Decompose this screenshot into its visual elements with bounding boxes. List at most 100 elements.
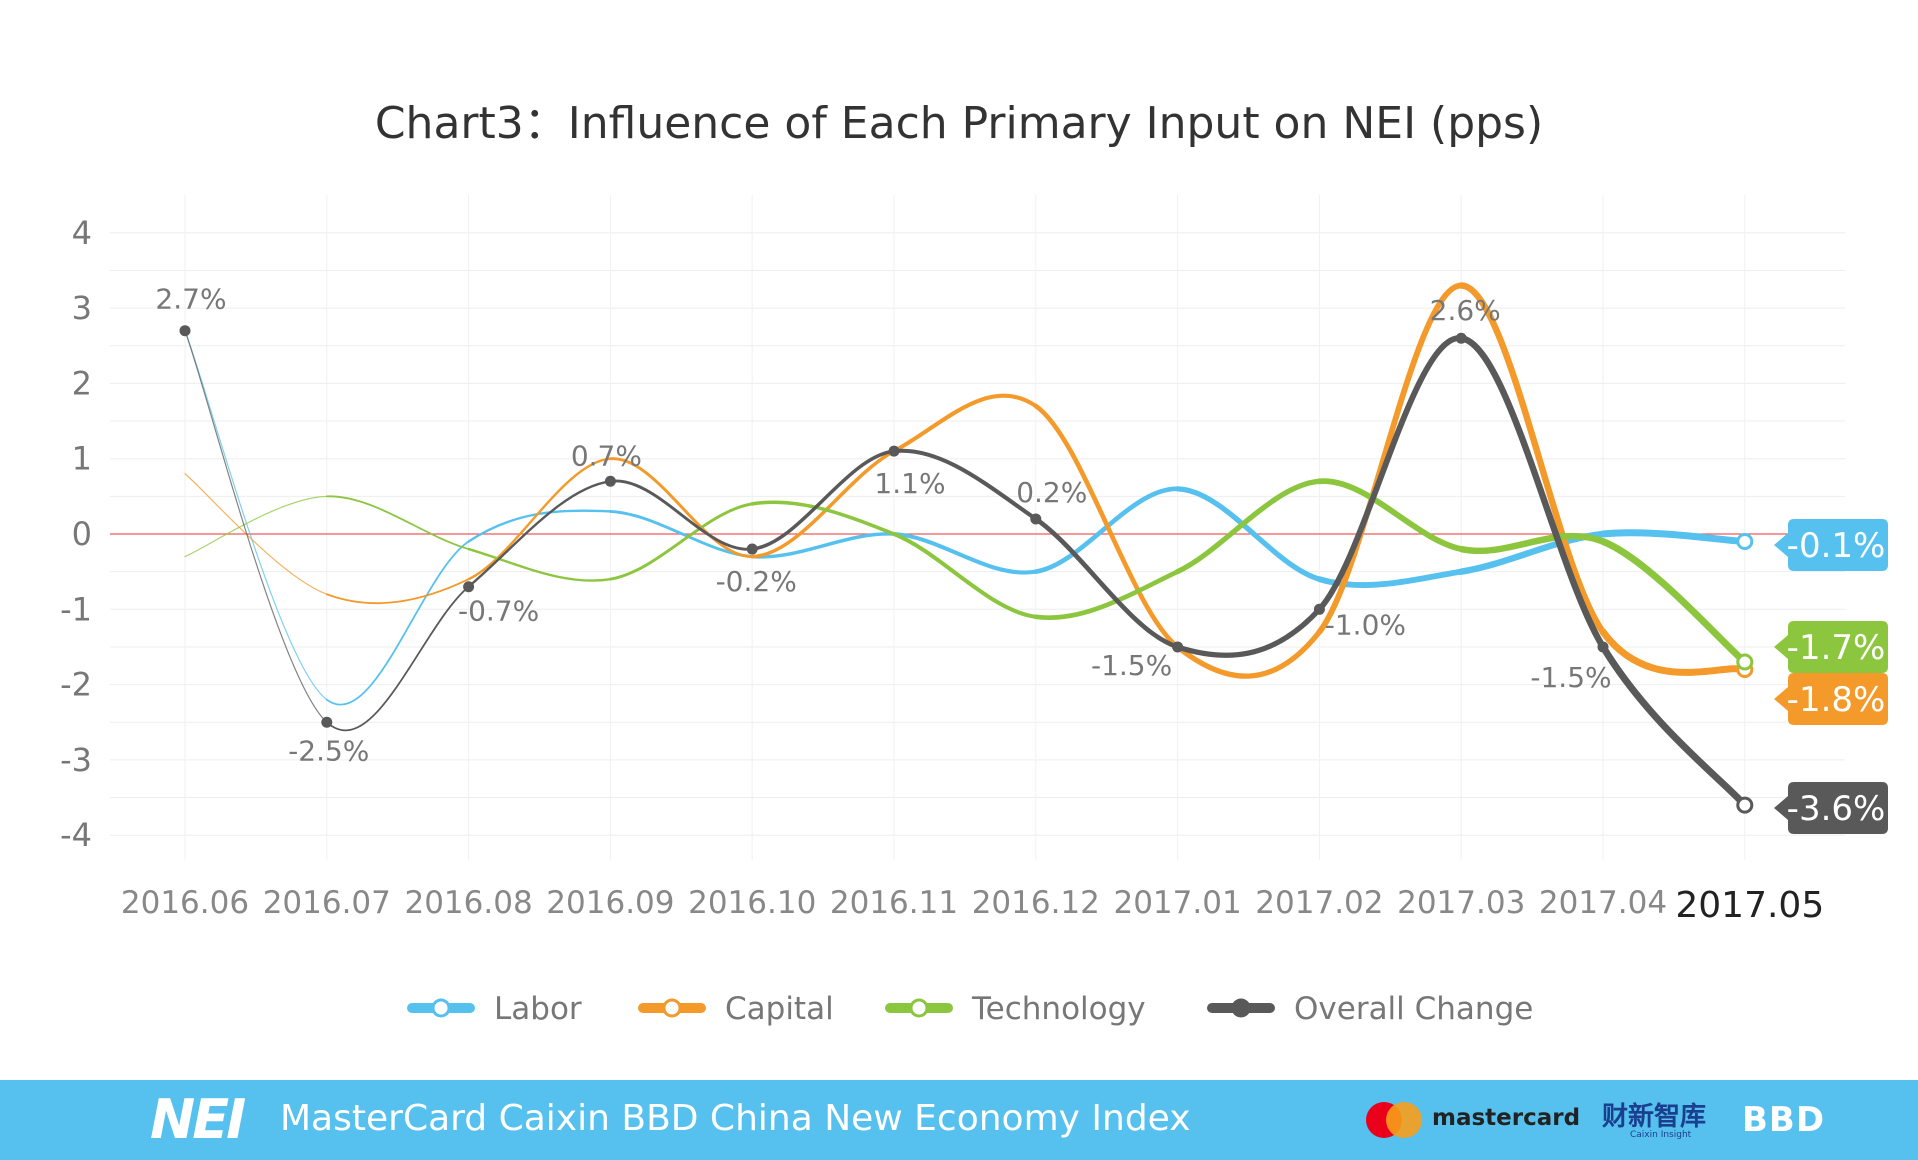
y-tick-label: 4 <box>72 214 92 252</box>
legend[interactable]: Labor Capital Technology Overall Change <box>407 991 1533 1027</box>
y-axis: 4 3 2 1 0 -1 -2 -3 -4 <box>60 214 92 854</box>
data-label: -0.7% <box>458 595 539 628</box>
data-label: 0.2% <box>1016 476 1087 509</box>
end-label-text: -1.8% <box>1787 680 1886 720</box>
x-tick-label: 2016.06 <box>121 885 249 921</box>
end-label-technology: -1.7% <box>1774 621 1888 673</box>
series-line-labor <box>891 531 1038 575</box>
y-tick-label: -3 <box>60 741 92 779</box>
series-line-capital <box>1316 282 1465 635</box>
end-point-labor <box>1736 533 1754 551</box>
series-line-overall-change <box>1033 516 1180 650</box>
series-line-capital <box>467 457 612 581</box>
end-label-text: -1.7% <box>1787 628 1886 668</box>
series-line-capital <box>1033 403 1180 650</box>
series-lines <box>184 282 1749 809</box>
series-line-labor <box>467 509 612 543</box>
series-line-capital <box>891 393 1038 454</box>
data-label: 0.7% <box>571 439 642 472</box>
end-label-tag <box>1774 621 1888 673</box>
y-tick-label: -4 <box>60 816 92 854</box>
series-line-technology <box>1457 532 1607 554</box>
data-label: -2.5% <box>288 734 369 767</box>
x-tick-label: 2016.10 <box>688 885 816 921</box>
data-points <box>179 325 1754 814</box>
legend-label: Technology <box>971 991 1146 1027</box>
series-line-technology <box>325 495 470 550</box>
end-label-tag <box>1774 519 1888 571</box>
overall-change-point <box>321 716 333 728</box>
series-line-technology <box>467 547 612 582</box>
series-line-capital <box>608 457 754 559</box>
data-labels: 2.7% -2.5% -0.7% 0.7% -0.2% 1.1% 0.2% -1.5% -1.0… <box>155 283 1611 768</box>
series-line-overall-change <box>1457 335 1607 651</box>
x-tick-label: 2017.02 <box>1255 885 1383 921</box>
overall-change-point <box>1455 332 1467 344</box>
series-line-overall-change <box>608 479 754 551</box>
data-label: -1.5% <box>1091 649 1172 682</box>
caixin-insight-subtitle: Caixin Insight <box>1630 1130 1692 1140</box>
overall-change-point <box>1172 641 1184 653</box>
end-point-technology <box>1736 653 1754 671</box>
chart-title: Chart3：Influence of Each Primary Input o… <box>375 98 1543 149</box>
series-line-overall-change <box>750 449 896 551</box>
overall-change-point <box>746 543 758 555</box>
nei-logo: NEI <box>150 1088 246 1151</box>
end-label-capital: -1.8% <box>1774 673 1888 725</box>
legend-marker <box>431 998 451 1018</box>
series-line-capital <box>1457 282 1607 636</box>
end-label-overall-change: -3.6% <box>1774 782 1888 834</box>
y-tick-label: 3 <box>72 289 92 327</box>
series-line-capital <box>1174 629 1323 679</box>
end-label-text: -3.6% <box>1787 789 1886 829</box>
mastercard-orange-circle <box>1386 1102 1422 1138</box>
data-label: -1.5% <box>1530 661 1611 694</box>
end-labels: -0.1% -1.8% -1.7% -3.6% <box>1774 519 1888 834</box>
y-tick-label: 1 <box>72 440 92 478</box>
legend-marker <box>909 998 929 1018</box>
y-tick-label: 2 <box>72 364 92 402</box>
x-tick-label: 2016.08 <box>404 885 532 921</box>
series-line-labor <box>184 330 328 701</box>
series-line-technology <box>608 502 754 581</box>
overall-change-point <box>604 475 616 487</box>
index-name: MasterCard Caixin BBD China New Economy … <box>280 1098 1191 1139</box>
legend-item-overall-change[interactable]: Overall Change <box>1207 991 1533 1027</box>
end-label-tag <box>1774 782 1888 834</box>
data-label: -1.0% <box>1325 608 1406 641</box>
x-tick-label: 2016.12 <box>972 885 1100 921</box>
overall-change-point <box>888 445 900 457</box>
series-line-technology <box>1599 538 1749 666</box>
series-line-labor <box>325 540 470 706</box>
series-line-technology <box>891 531 1038 619</box>
x-tick-label: 2016.07 <box>263 885 391 921</box>
series-line-labor <box>750 532 896 559</box>
legend-label: Overall Change <box>1294 991 1533 1027</box>
series-line-capital <box>325 578 470 605</box>
legend-item-technology[interactable]: Technology <box>885 991 1146 1027</box>
x-tick-label: 2017.04 <box>1539 885 1667 921</box>
end-label-labor: -0.1% <box>1774 519 1888 571</box>
series-line-capital <box>1599 628 1749 676</box>
series-line-technology <box>1316 478 1465 552</box>
y-tick-label: -1 <box>60 590 92 628</box>
overall-change-point <box>463 581 475 593</box>
series-line-overall-change <box>891 448 1038 521</box>
legend-marker <box>662 998 682 1018</box>
series-line-technology <box>1033 569 1180 621</box>
overall-change-point <box>1597 641 1609 653</box>
x-tick-label: 2017.01 <box>1113 885 1241 921</box>
legend-item-labor[interactable]: Labor <box>407 991 582 1027</box>
x-tick-label: 2016.11 <box>830 885 958 921</box>
overall-change-point <box>1030 513 1042 525</box>
y-tick-label: -2 <box>60 666 92 704</box>
series-line-technology <box>184 495 328 558</box>
end-label-tag <box>1774 673 1888 725</box>
bbd-logo: BBD <box>1742 1100 1826 1140</box>
grid <box>110 195 1845 860</box>
series-line-overall-change <box>467 480 612 588</box>
series-line-overall-change <box>184 330 328 723</box>
x-tick-label: 2016.09 <box>546 885 674 921</box>
legend-item-capital[interactable]: Capital <box>638 991 834 1027</box>
series-line-labor <box>1174 486 1323 582</box>
